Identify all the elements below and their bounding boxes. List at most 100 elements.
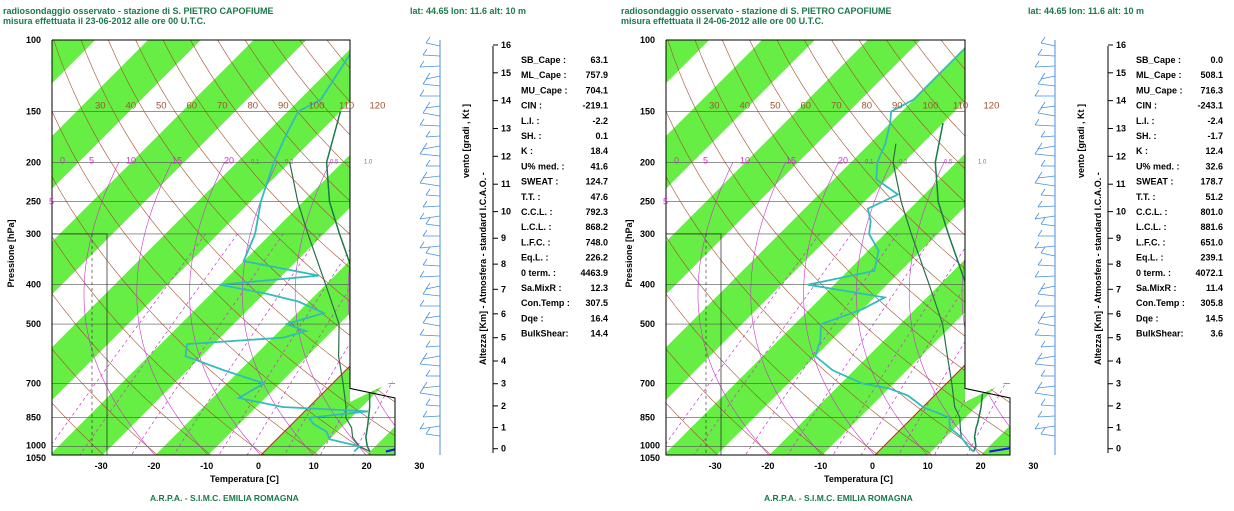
wind-barb-flag [425,246,431,254]
wind-barb-flag [425,427,431,435]
index-label: MU_Cape : [1136,85,1183,95]
mixing-ratio-line [666,233,820,445]
isotherm-band [980,425,1010,455]
dry-adiabat-label: 110 [953,101,968,112]
wind-barb-flag [425,217,431,225]
wind-barb [419,215,441,220]
index-value: 18.4 [590,146,608,156]
dry-adiabat-label: 60 [801,101,812,112]
wind-barb-flag [422,258,428,266]
wind-axis-label: vento [gradi , Kt ] [1076,104,1086,178]
wind-barb-flag [422,316,428,324]
index-label: 0 term. : [521,268,556,278]
index-label: T.T. : [1136,192,1156,202]
wind-barb [422,322,441,327]
observation-time: misura effettuata il 24-06-2012 alle ore… [621,16,824,26]
pressure-tick-label: 300 [640,229,655,239]
index-value: 4463.9 [580,268,608,278]
altitude-tick-label: 2 [501,401,506,411]
wind-barb [425,433,441,437]
wind-barb [1034,65,1056,68]
index-label: Eq.L. : [1136,253,1164,263]
wind-barb-flag [419,328,425,336]
dry-adiabat [666,348,772,455]
wind-barb [422,145,441,150]
skewt-panel-2: radiosondaggio osservato - stazione di S… [621,6,1223,503]
wind-barb-flag [419,357,425,365]
index-label: SH. : [1136,131,1157,141]
wind-barb-flag [1040,398,1046,406]
index-label: CIN : [521,101,542,111]
wind-barb-flag [1040,188,1046,196]
mixing-ratio-label: 5 [89,155,94,165]
index-label: C.C.L. : [521,207,553,217]
wind-barb-flag [419,386,425,394]
wind-barb-flag [419,60,425,68]
temperature-tick-label: 20 [362,461,372,471]
temperature-tick-label: -10 [200,461,213,471]
wind-barb [422,112,441,117]
wind-barb [425,252,441,257]
index-label: 0 term. : [1136,268,1171,278]
upper-right-mask [350,40,405,455]
index-label: SB_Cape : [1136,55,1181,65]
index-label: Sa.MixR : [1136,283,1177,293]
wind-barb-flag [1034,60,1040,68]
temperature-tick-label: 10 [309,461,319,471]
dry-adiabat-label: 40 [740,101,751,112]
index-value: 32.6 [1205,161,1223,171]
wind-barb [422,293,441,297]
dry-adiabat [666,402,719,455]
wind-barb [1034,275,1056,278]
temperature-tick-label: -20 [147,461,160,471]
pressure-tick-label: 700 [26,378,41,388]
index-value: 12.3 [590,283,608,293]
wind-barb [419,363,441,367]
wind-barb-flag [1037,77,1043,85]
mixing-ratio-label: 0.1 [251,159,260,165]
index-value: 4072.1 [1195,268,1223,278]
index-value: 307.5 [585,298,608,308]
mixing-ratio-edge-label: 5 [49,197,54,207]
wind-barb-flag [419,212,425,220]
mixing-ratio-line [79,233,238,455]
wind-barb-flag [1037,106,1043,114]
wind-barb [1034,215,1056,220]
moist-adiabat [83,162,156,455]
temperature-tick-label: 30 [414,461,424,471]
index-value: 14.5 [1205,313,1223,323]
skewt-panel-1: radiosondaggio osservato - stazione di S… [3,6,608,503]
altitude-tick-label: 0 [501,444,506,454]
index-value: 757.9 [585,70,608,80]
wind-barb-flag [1040,369,1046,377]
index-value: 41.6 [590,161,608,171]
altitude-tick-label: 7 [501,284,506,294]
wind-barb-flag [1037,410,1043,418]
wind-axis-label: vento [gradi , Kt ] [461,104,471,178]
wind-barb [1040,42,1056,47]
temperature-tick-label: 10 [923,461,933,471]
index-label: L.I. : [521,116,540,126]
mixing-ratio-line [1009,453,1010,455]
mixing-ratio-label: 15 [786,155,796,165]
altitude-tick-label: 14 [1116,96,1126,106]
mixing-ratio-line [131,233,284,455]
altitude-tick-label: 16 [501,40,511,50]
inset-box [666,233,722,455]
mixing-ratio-label: 0 [674,155,679,165]
wind-barb [1040,404,1056,407]
index-value: 47.6 [590,192,608,202]
temperature-tick-label: 30 [1028,461,1038,471]
wind-barb [419,182,441,187]
plot-frame [665,39,1011,456]
wind-barb [1034,153,1056,157]
virtual-temperature-line [289,162,371,453]
wind-barb [419,124,441,127]
pressure-tick-label: 1000 [640,440,660,450]
altitude-tick-label: 11 [501,179,511,189]
index-value: 792.3 [585,207,608,217]
moist-adiabat [856,162,928,455]
wind-barb [425,404,441,407]
dry-adiabat [52,293,212,455]
dry-adiabat [666,236,879,455]
